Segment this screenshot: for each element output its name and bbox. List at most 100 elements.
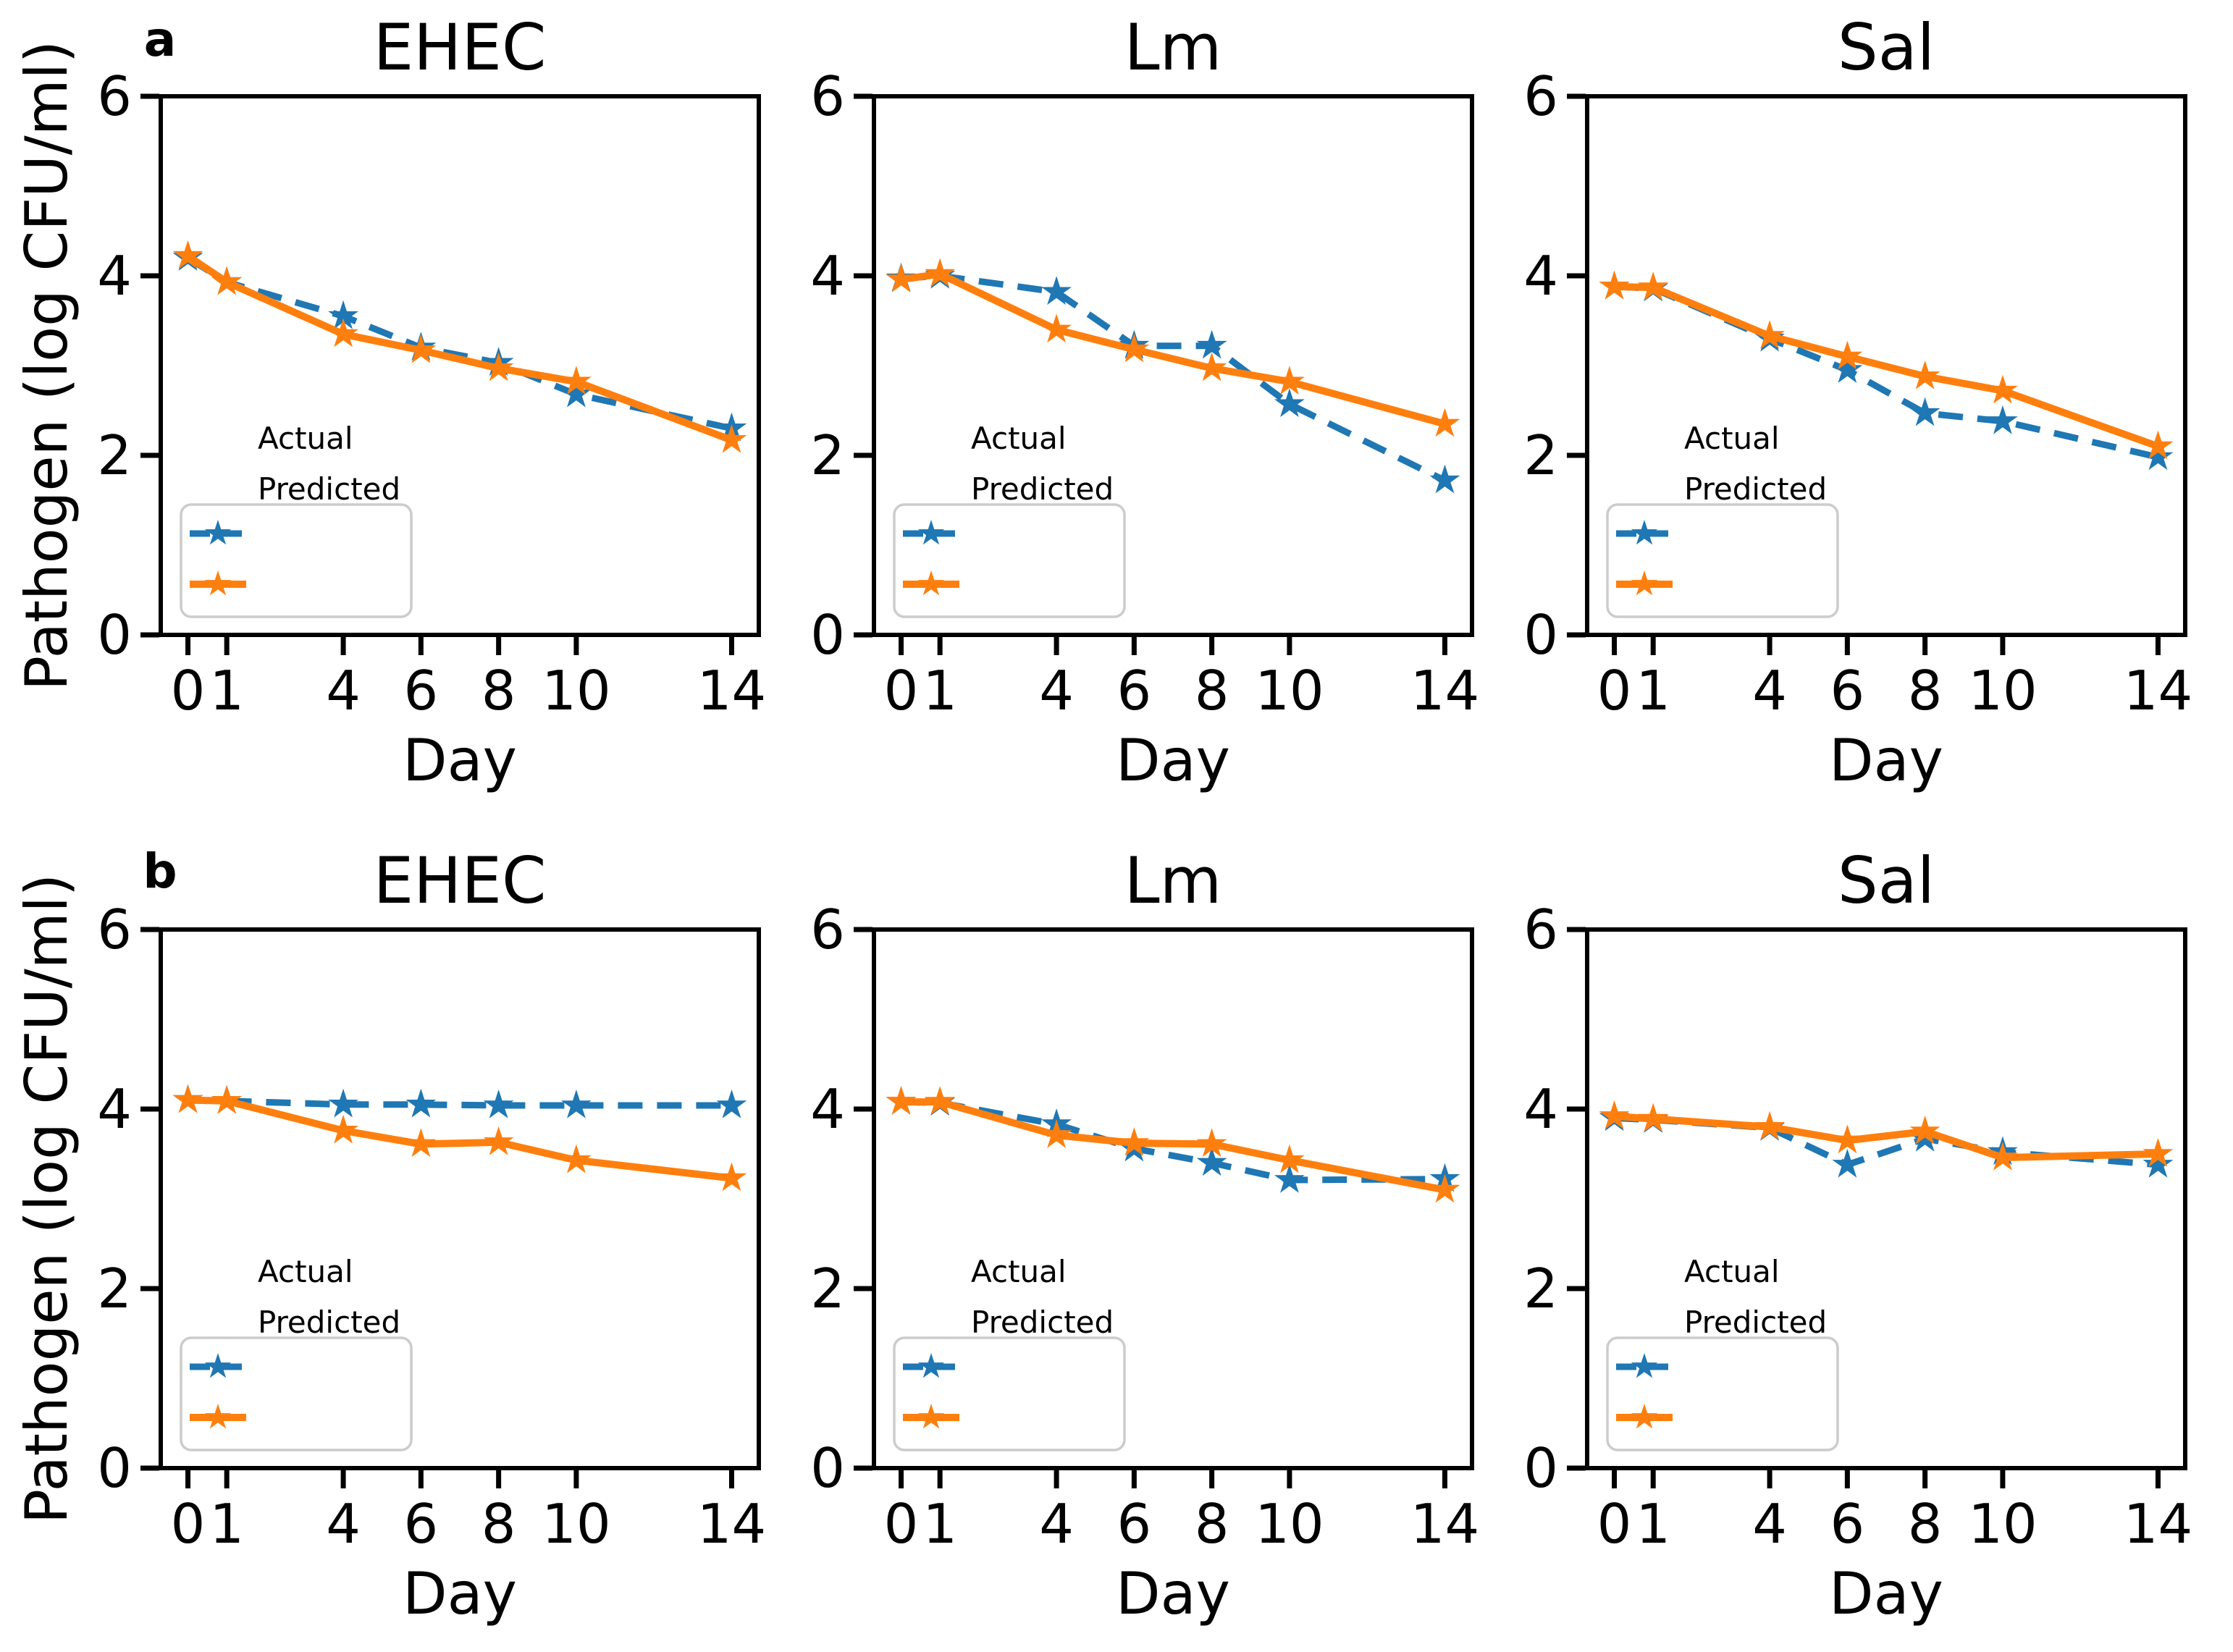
subplot-title: EHEC (374, 843, 547, 918)
y-tick-label: 6 (1523, 64, 1558, 128)
legend-label-predicted: Predicted (1684, 471, 1827, 507)
x-axis-label: Day (1116, 727, 1230, 794)
legend-label-predicted: Predicted (971, 1305, 1114, 1340)
x-tick-label: 14 (1410, 659, 1479, 722)
legend-0: Actual Predicted (180, 421, 413, 618)
legend-label-predicted: Predicted (971, 471, 1114, 507)
legend-4: Actual Predicted (893, 1254, 1126, 1451)
legend-samples-2 (1616, 520, 1673, 596)
y-tick-label: 0 (1523, 1436, 1558, 1500)
y-tick-label: 6 (97, 898, 132, 961)
y-tick-label: 6 (1523, 898, 1558, 961)
subplot-title: EHEC (374, 10, 547, 85)
data-point-marker-predicted (1988, 374, 2018, 404)
data-point-marker-actual (2142, 1148, 2174, 1178)
y-tick-label: 6 (810, 64, 845, 128)
y-tick-label: 4 (97, 1077, 132, 1141)
y-axis-label-row-a: Pathogen (log CFU/ml) (13, 41, 80, 691)
legend-label-actual: Actual (1684, 421, 1780, 456)
x-tick-label: 0 (1597, 659, 1632, 722)
x-tick-label: 10 (1255, 659, 1324, 722)
data-point-marker-actual (561, 1090, 592, 1118)
data-point-marker-predicted (2142, 1138, 2174, 1167)
x-tick-label: 8 (481, 659, 516, 722)
x-tick-label: 10 (1255, 1492, 1324, 1556)
legend-label-predicted: Predicted (1684, 1305, 1827, 1340)
y-axis-label-row-b: Pathogen (log CFU/ml) (13, 874, 80, 1524)
x-tick-label: 14 (2124, 1492, 2192, 1556)
data-point-marker-actual (328, 1088, 358, 1118)
x-tick-label: 4 (1039, 659, 1074, 722)
legend-samples-0 (190, 520, 246, 596)
legend-label-actual: Actual (971, 421, 1067, 456)
x-tick-label: 1 (1636, 659, 1670, 722)
panel-letter-b: b (143, 843, 177, 899)
y-tick-label: 6 (810, 898, 845, 961)
series-3 (172, 1084, 747, 1192)
legend-samples-3 (190, 1353, 246, 1429)
x-tick-label: 6 (1117, 659, 1152, 722)
legend-box (1606, 503, 1839, 618)
data-point-marker-predicted (1429, 408, 1460, 437)
y-tick-label: 0 (97, 603, 132, 667)
data-point-marker-actual (1909, 397, 1940, 426)
legend-samples-5 (1616, 1353, 1673, 1429)
x-tick-label: 8 (1908, 1492, 1943, 1556)
legend-label-actual: Actual (1684, 1254, 1780, 1289)
y-tick-label: 2 (1523, 1257, 1558, 1320)
x-tick-label: 1 (922, 1492, 957, 1556)
x-tick-label: 10 (542, 1492, 610, 1556)
legend-label-predicted: Predicted (258, 1305, 400, 1340)
x-tick-label: 0 (171, 659, 206, 722)
data-point-marker-predicted (1754, 1111, 1785, 1140)
legend-label-actual: Actual (971, 1254, 1067, 1289)
x-tick-label: 6 (1830, 659, 1865, 722)
data-point-marker-actual (561, 378, 592, 408)
data-point-marker-predicted (1429, 1173, 1460, 1203)
legend-sample-marker-actual (917, 520, 945, 545)
x-axis-label: Day (1829, 1560, 1943, 1627)
legend-label-actual: Actual (258, 1254, 353, 1289)
data-point-marker-predicted (211, 1084, 243, 1114)
data-point-marker-actual (1196, 329, 1227, 359)
x-axis-label: Day (403, 727, 517, 794)
legend-3: Actual Predicted (180, 1254, 413, 1451)
x-tick-label: 14 (697, 659, 766, 722)
legend-1: Actual Predicted (893, 421, 1126, 618)
y-tick-label: 4 (810, 1077, 845, 1141)
data-point-marker-predicted (1119, 1127, 1150, 1156)
data-point-marker-predicted (328, 1114, 358, 1144)
x-axis-label: Day (403, 1560, 517, 1627)
data-point-marker-predicted (1754, 320, 1785, 349)
data-point-marker-predicted (1041, 313, 1072, 343)
x-tick-label: 8 (1195, 659, 1229, 722)
x-tick-label: 4 (326, 659, 361, 722)
data-point-marker-predicted (1196, 352, 1227, 382)
data-point-marker-predicted (886, 1086, 917, 1115)
y-tick-label: 2 (810, 1257, 845, 1320)
legend-sample-marker-actual (917, 1353, 945, 1378)
data-point-marker-predicted (1909, 1116, 1940, 1145)
legend-sample-marker-predicted (204, 570, 232, 596)
data-point-marker-actual (1988, 405, 2018, 434)
x-tick-label: 10 (1968, 659, 2037, 722)
data-point-marker-predicted (1196, 1128, 1227, 1158)
data-point-marker-predicted (925, 258, 956, 287)
data-point-marker-predicted (1638, 271, 1669, 300)
panel-letter-a: a (144, 12, 177, 67)
y-tick-label: 2 (97, 1257, 132, 1320)
data-point-marker-predicted (1909, 360, 1940, 389)
x-axis-label: Day (1116, 1560, 1230, 1627)
x-tick-label: 0 (884, 1492, 919, 1556)
data-point-marker-actual (1274, 388, 1305, 418)
y-tick-label: 4 (97, 244, 132, 308)
